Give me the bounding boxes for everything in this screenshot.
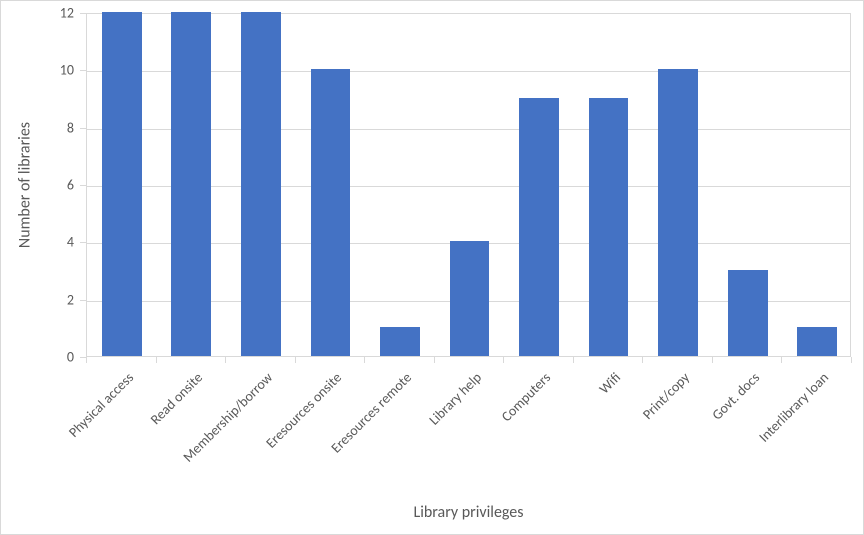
x-tick-mark [86, 357, 87, 363]
y-tick-label: 10 [1, 62, 74, 79]
y-tick-mark [80, 300, 86, 301]
y-tick-mark [80, 242, 86, 243]
bar [311, 69, 351, 356]
x-tick-mark [573, 357, 574, 363]
y-tick-mark [80, 13, 86, 14]
library-privileges-bar-chart: Number of libraries 024681012 Physical a… [0, 0, 864, 535]
x-tick-label: Read onsite [53, 369, 206, 522]
y-tick-label: 6 [1, 177, 74, 194]
bar [380, 327, 420, 356]
x-tick-label: Eresources remote [262, 369, 415, 522]
y-tick-mark [80, 128, 86, 129]
y-tick-mark [80, 185, 86, 186]
y-tick-label: 12 [1, 5, 74, 22]
bar [519, 98, 559, 356]
y-tick-label: 8 [1, 119, 74, 136]
bar [171, 12, 211, 356]
x-tick-label: Eresources onsite [192, 369, 345, 522]
x-tick-mark [851, 357, 852, 363]
bar [797, 327, 837, 356]
bar [102, 12, 142, 356]
x-tick-mark [503, 357, 504, 363]
y-tick-mark [80, 70, 86, 71]
x-tick-mark [225, 357, 226, 363]
x-tick-label: Membership/borrow [122, 369, 275, 522]
y-tick-label: 0 [1, 349, 74, 366]
x-axis-title: Library privileges [413, 503, 523, 522]
x-tick-mark [364, 357, 365, 363]
x-tick-label: Wifi [470, 369, 623, 522]
bar [589, 98, 629, 356]
bar [658, 69, 698, 356]
y-tick-label: 4 [1, 234, 74, 251]
x-tick-label: Govt. docs [609, 369, 762, 522]
x-tick-label: Interlibrary loan [679, 369, 832, 522]
x-tick-mark [434, 357, 435, 363]
x-tick-label: Library help [331, 369, 484, 522]
bar [728, 270, 768, 356]
x-tick-mark [781, 357, 782, 363]
x-tick-mark [295, 357, 296, 363]
x-tick-mark [642, 357, 643, 363]
y-tick-label: 2 [1, 291, 74, 308]
bar [241, 12, 281, 356]
x-tick-mark [712, 357, 713, 363]
x-tick-mark [156, 357, 157, 363]
bar [450, 241, 490, 356]
plot-area [86, 13, 851, 357]
x-tick-label: Print/copy [540, 369, 693, 522]
x-tick-label: Computers [401, 369, 554, 522]
